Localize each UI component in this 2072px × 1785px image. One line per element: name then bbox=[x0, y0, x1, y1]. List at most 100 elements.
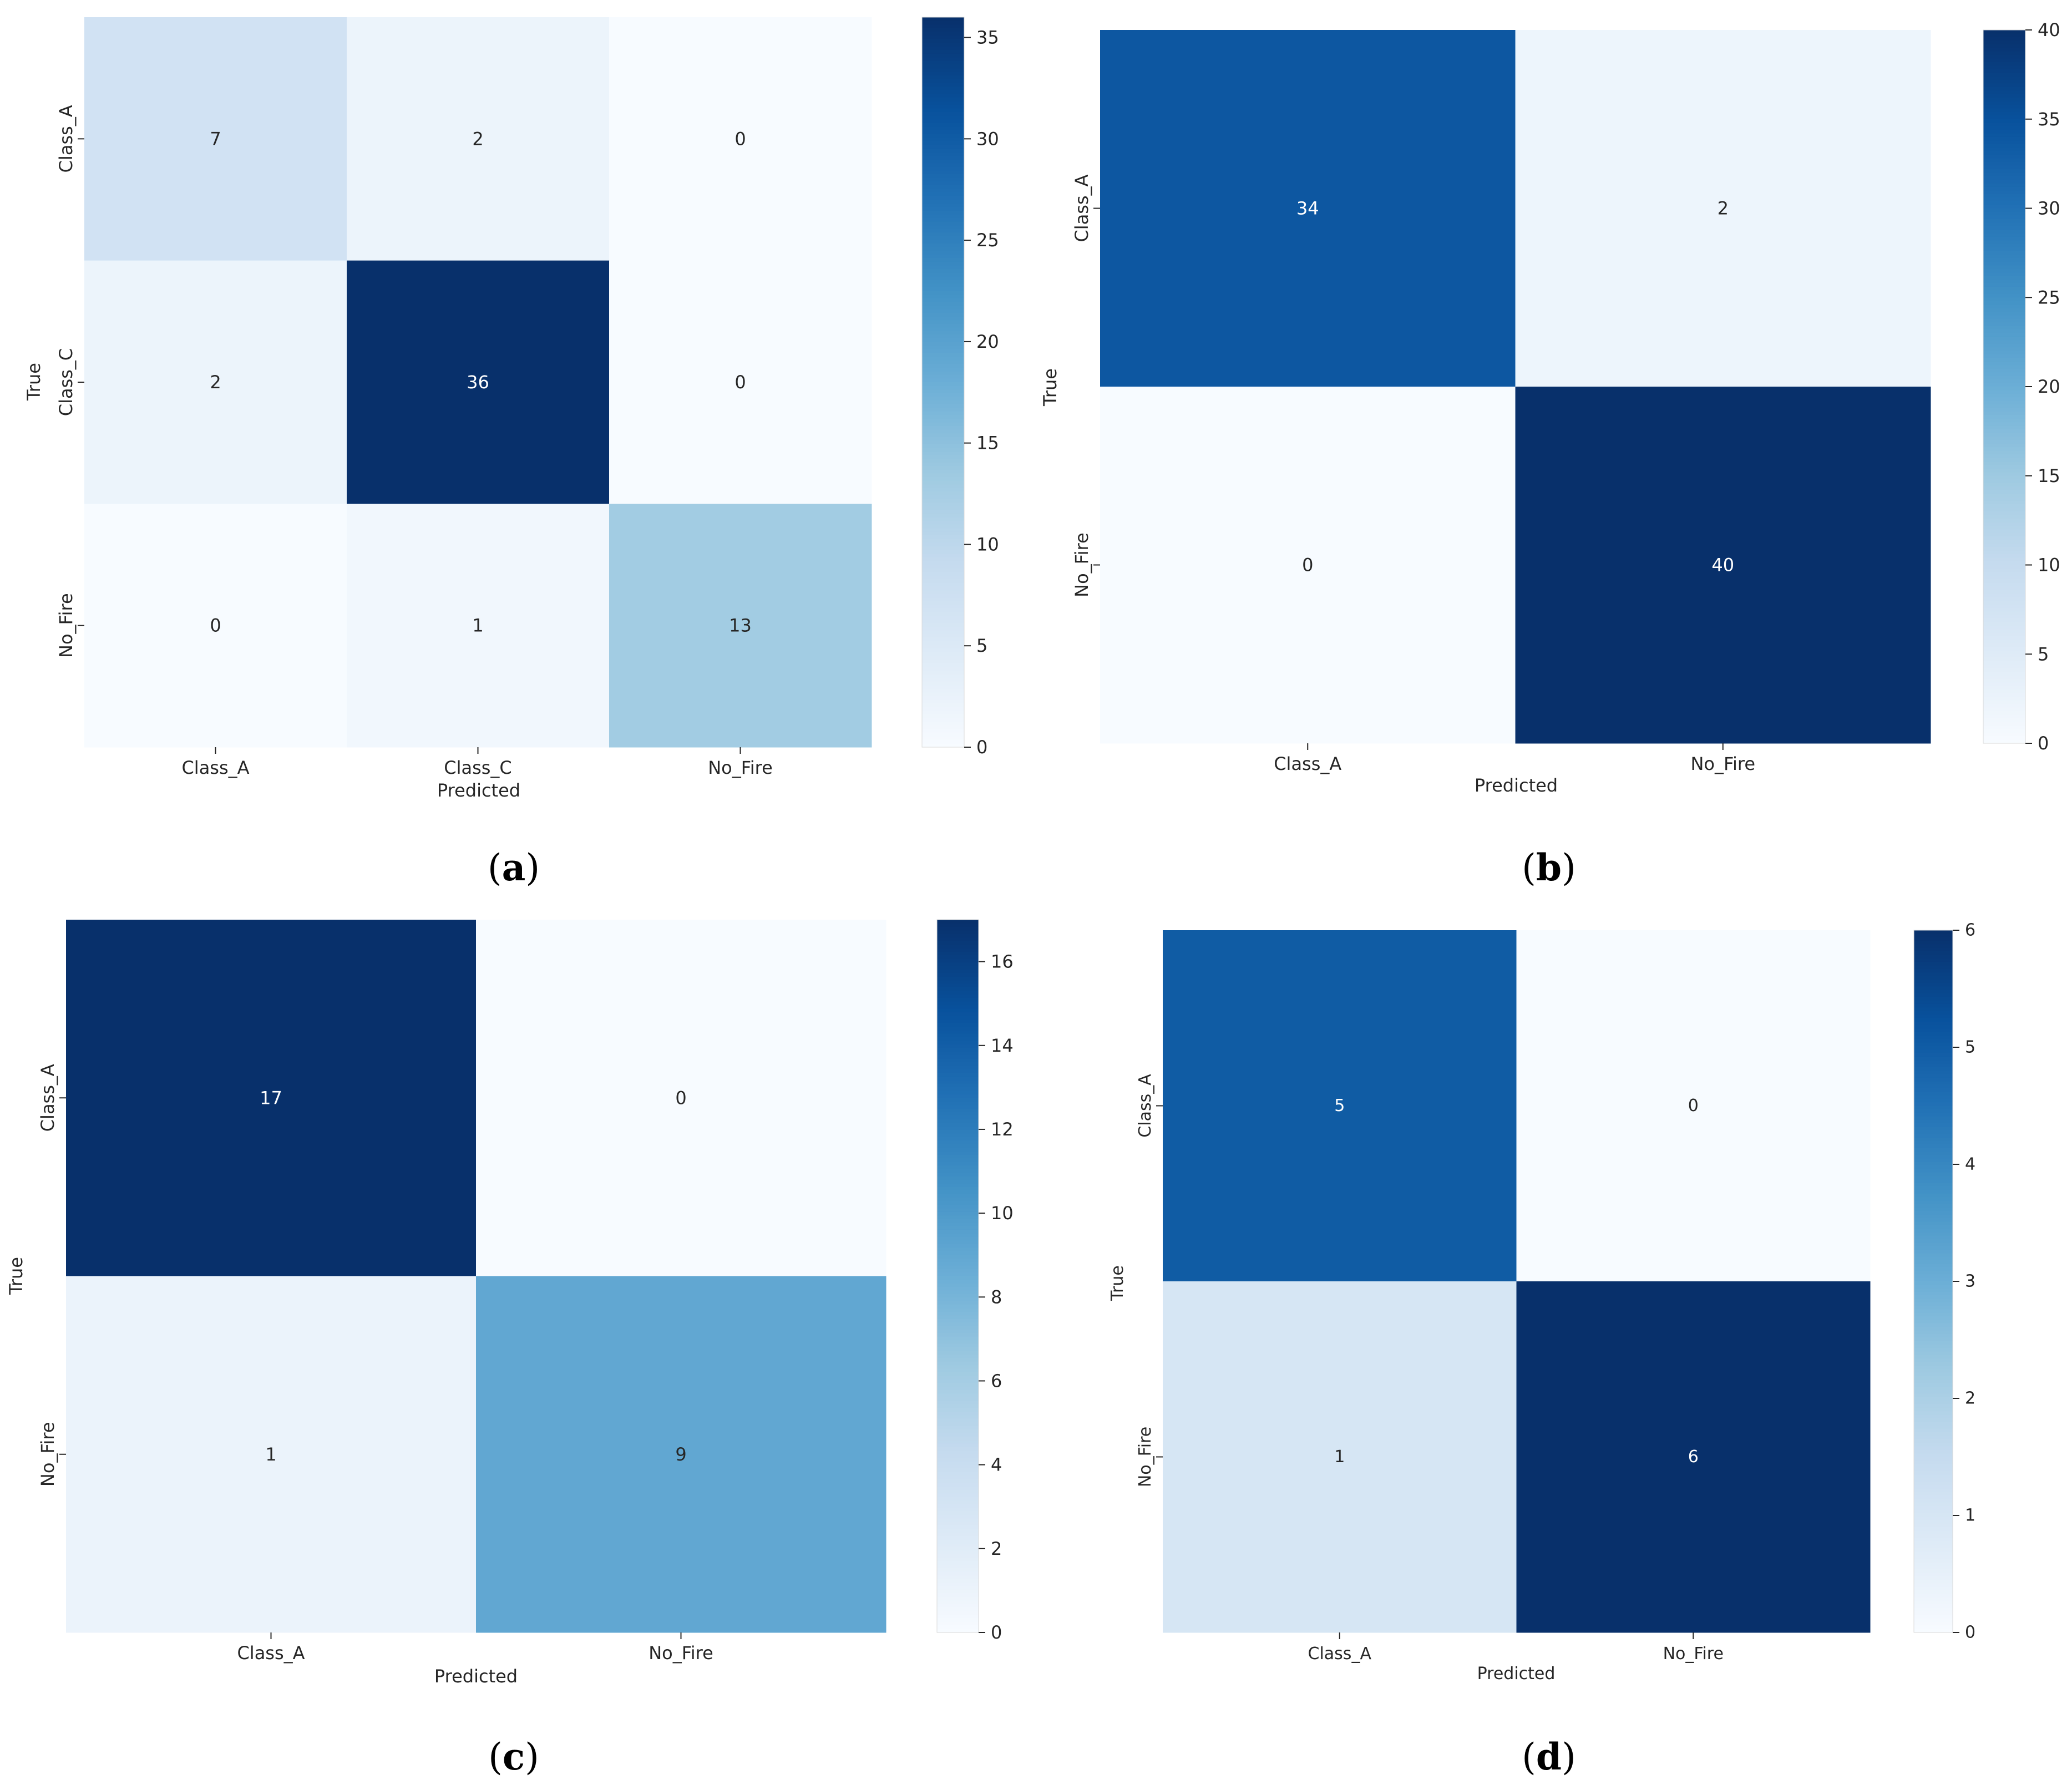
panel-a-colorbar-strip bbox=[922, 119, 964, 124]
panel-b-colorbar-tick-label-0: 0 bbox=[2038, 733, 2049, 754]
panel-c-colorbar-strip bbox=[937, 1611, 979, 1615]
panel-d-colorbar-strip bbox=[1914, 1383, 1953, 1387]
panel-b-colorbar-strip bbox=[1983, 173, 2025, 177]
panel-c-colorbar-strip bbox=[937, 944, 979, 949]
panel-a-colorbar-tick-label-4: 20 bbox=[976, 331, 999, 352]
panel-d-colorbar-strip bbox=[1914, 1404, 1953, 1408]
panel-a-colorbar-strip bbox=[922, 115, 964, 120]
panel-a-xtick-label-2: No_Fire bbox=[708, 757, 773, 778]
panel-b-colorbar-strip bbox=[1983, 700, 2025, 704]
panel-a-colorbar-strip bbox=[922, 448, 964, 452]
panel-a-colorbar-strip bbox=[922, 400, 964, 405]
panel-c-colorbar-tick-label-7: 14 bbox=[991, 1035, 1014, 1056]
panel-a-colorbar-strip bbox=[922, 174, 964, 179]
panel-c-xtick-label-0: Class_A bbox=[237, 1642, 305, 1664]
panel-d-cell-r1-c1 bbox=[1516, 1281, 1871, 1633]
panel-a-colorbar-strip bbox=[922, 546, 964, 551]
panel-b-colorbar-strip bbox=[1983, 575, 2025, 580]
panel-d-colorbar-strip bbox=[1914, 1544, 1953, 1549]
panel-c-colorbar-strip bbox=[937, 1162, 979, 1166]
panel-a-colorbar-strip bbox=[922, 517, 964, 521]
panel-c-colorbar-strip bbox=[937, 1546, 979, 1551]
panel-a-colorbar-strip bbox=[922, 192, 964, 197]
panel-c-colorbar-strip bbox=[937, 1322, 979, 1327]
panel-a-colorbar-strip bbox=[922, 134, 964, 138]
panel-b-colorbar: 0 5 10 15 20 25 30 35 40 bbox=[1983, 19, 2060, 754]
panel-a-colorbar-strip bbox=[922, 656, 964, 660]
panel-d-colorbar-strip bbox=[1914, 1179, 1953, 1184]
panel-c-colorbar-strip bbox=[937, 1301, 979, 1305]
panel-a-colorbar-strip bbox=[922, 575, 964, 580]
panel-d-colorbar-strip bbox=[1914, 947, 1953, 952]
panel-a-colorbar-strip bbox=[922, 145, 964, 149]
panel-c-colorbar-strip bbox=[937, 1347, 979, 1352]
panel-d-colorbar-strip bbox=[1914, 1288, 1953, 1292]
panel-d-colorbar-tick-label-6: 6 bbox=[1965, 921, 1975, 940]
panel-d-ytick-label-1: No_Fire bbox=[1136, 1427, 1155, 1487]
panel-c-colorbar-strip bbox=[937, 1376, 979, 1380]
panel-d-colorbar-strip bbox=[1914, 990, 1953, 994]
panel-a-ytick-label-2: No_Fire bbox=[55, 593, 77, 658]
panel-d-colorbar-strip bbox=[1914, 1478, 1953, 1482]
panel-b-colorbar-strip bbox=[1983, 286, 2025, 291]
panel-c-colorbar-strip bbox=[937, 1008, 979, 1013]
panel-a-colorbar-strip bbox=[922, 79, 964, 84]
panel-d-colorbar-strip bbox=[1914, 1172, 1953, 1177]
panel-c-colorbar-strip bbox=[937, 920, 979, 924]
panel-a-colorbar-strip bbox=[922, 360, 964, 364]
panel-d-colorbar-strip bbox=[1914, 1130, 1953, 1134]
panel-d-colorbar-strip bbox=[1914, 937, 1953, 941]
panel-d-colorbar-strip bbox=[1914, 1218, 1953, 1222]
panel-a-colorbar-strip bbox=[922, 411, 964, 415]
panel-c-colorbar-strip bbox=[937, 1625, 979, 1630]
panel-b-colorbar-strip bbox=[1983, 215, 2025, 220]
panel-a-colorbar-strip bbox=[922, 101, 964, 105]
panel-c-ytick-label-1: No_Fire bbox=[37, 1422, 58, 1487]
panel-a-colorbar-strip bbox=[922, 572, 964, 576]
panel-b-colorbar-strip bbox=[1983, 568, 2025, 572]
panel-d-colorbar-strip bbox=[1914, 1032, 1953, 1036]
panel-c-colorbar-strip bbox=[937, 1607, 979, 1612]
panel-c-colorbar-strip bbox=[937, 1048, 979, 1052]
panel-d-colorbar-tick-label-4: 4 bbox=[1965, 1155, 1975, 1174]
panel-c-colorbar-strip bbox=[937, 1108, 979, 1113]
panel-c-colorbar-tick-label-8: 16 bbox=[991, 951, 1014, 972]
panel-b-colorbar-strip bbox=[1983, 322, 2025, 327]
panel-b-colorbar-strip bbox=[1983, 318, 2025, 323]
panel-a-colorbar-strip bbox=[922, 674, 964, 678]
panel-b-colorbar-strip bbox=[1983, 361, 2025, 366]
panel-c-colorbar-strip bbox=[937, 1368, 979, 1373]
panel-a-colorbar-strip bbox=[922, 699, 964, 704]
panel-b-ytick-label-0: Class_A bbox=[1071, 174, 1092, 242]
panel-a-colorbar-strip bbox=[922, 17, 964, 22]
panel-c-colorbar-strip bbox=[937, 1094, 979, 1098]
panel-b-colorbar-strip bbox=[1983, 158, 2025, 163]
panel-a-colorbar-strip bbox=[922, 459, 964, 463]
panel-c-colorbar-strip bbox=[937, 1201, 979, 1205]
panel-d-colorbar-strip bbox=[1914, 1509, 1953, 1514]
panel-b-colorbar-strip bbox=[1983, 732, 2025, 737]
panel-b-colorbar-strip bbox=[1983, 437, 2025, 441]
panel-a-colorbar-strip bbox=[922, 626, 964, 631]
panel-a-colorbar-strip bbox=[922, 590, 964, 595]
panel-a-colorbar-strip bbox=[922, 503, 964, 507]
panel-a-colorbar-strip bbox=[922, 491, 964, 496]
panel-d-colorbar-strip bbox=[1914, 1302, 1953, 1306]
panel-b-colorbar-strip bbox=[1983, 48, 2025, 52]
panel-b-colorbar-strip bbox=[1983, 440, 2025, 444]
panel-c-colorbar-strip bbox=[937, 1575, 979, 1580]
panel-b-colorbar-strip bbox=[1983, 640, 2025, 644]
panel-c-colorbar-strip bbox=[937, 1490, 979, 1494]
panel-b-colorbar-strip bbox=[1983, 607, 2025, 612]
panel-b-colorbar-strip bbox=[1983, 205, 2025, 209]
panel-c-colorbar-strip bbox=[937, 1483, 979, 1487]
panel-d-colorbar-strip bbox=[1914, 1003, 1953, 1008]
panel-c-colorbar-strip bbox=[937, 1351, 979, 1355]
panel-b-colorbar-strip bbox=[1983, 543, 2025, 547]
panel-b-colorbar-strip bbox=[1983, 123, 2025, 127]
panel-b-colorbar-strip bbox=[1983, 51, 2025, 55]
panel-b-colorbar-strip bbox=[1983, 301, 2025, 305]
panel-b-colorbar-strip bbox=[1983, 272, 2025, 277]
panel-a-colorbar-strip bbox=[922, 243, 964, 248]
